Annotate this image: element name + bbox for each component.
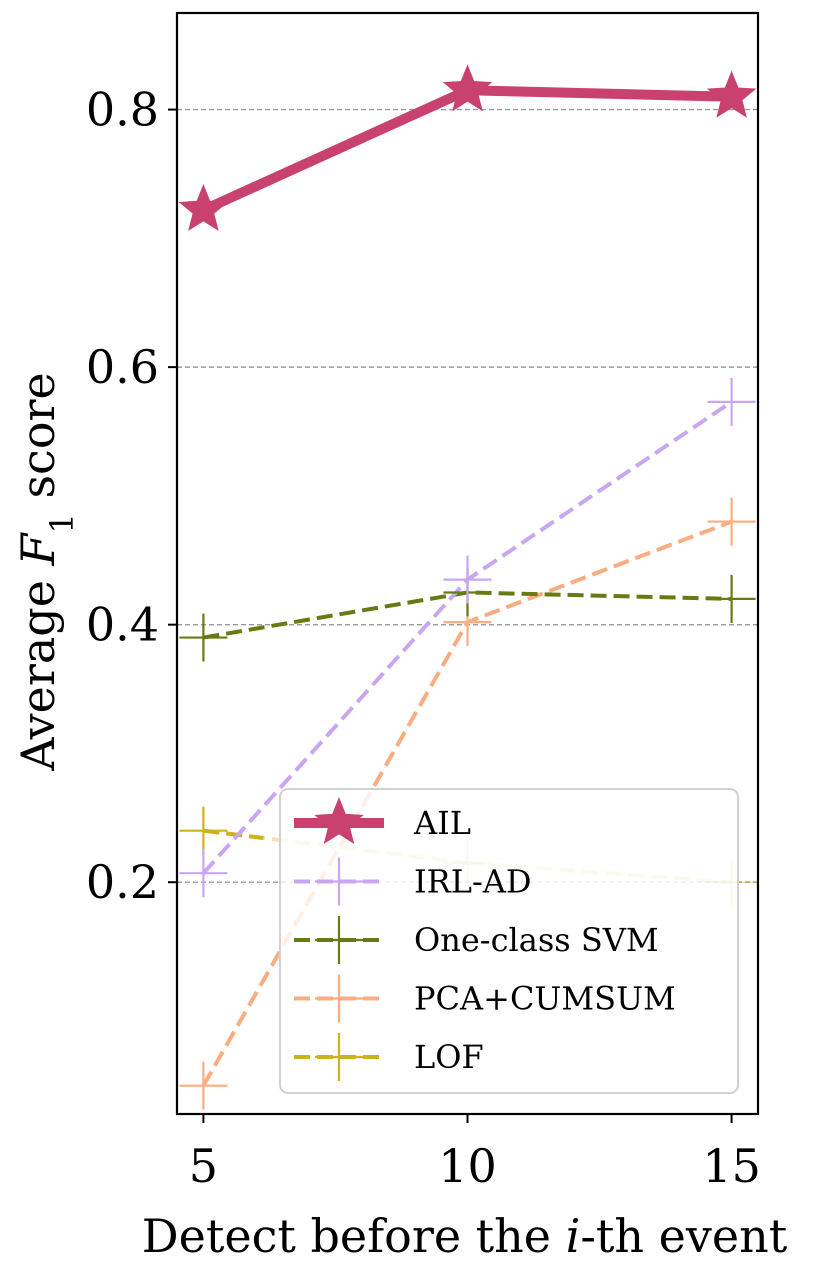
legend-label-pca-cumsum: PCA+CUMSUM (414, 980, 676, 1018)
y-axis-label-prefix: Average (11, 565, 65, 771)
marker-one-class-svm-x5 (179, 613, 228, 662)
marker-pca-cumsum-x5 (179, 1061, 228, 1110)
y-axis-label-variable: F (11, 531, 65, 566)
y-axis-ticks: 0.2 0.4 0.6 0.8 (86, 83, 177, 909)
legend-item-irl-ad: IRL-AD (294, 857, 532, 906)
legend-swatch-marker-ail (314, 796, 364, 845)
legend-item-lof: LOF (294, 1033, 484, 1081)
x-tick-label-10: 10 (438, 1139, 497, 1193)
marker-one-class-svm-x15 (707, 574, 756, 623)
legend-label-ail: AIL (413, 804, 471, 842)
legend-item-ail: AIL (294, 796, 471, 845)
legend-swatch-marker-pca-cumsum (315, 974, 363, 1023)
y-axis-label-subscript: 1 (43, 513, 81, 533)
x-axis-label-suffix: -th event (580, 1209, 787, 1263)
legend-label-lof: LOF (414, 1038, 484, 1076)
marker-lof-x5 (179, 806, 228, 855)
grid-lines (177, 108, 758, 883)
legend-item-one-class-svm: One-class SVM (294, 916, 659, 964)
x-axis-label-prefix: Detect before the (142, 1209, 566, 1263)
marker-irl-ad-x15 (707, 377, 756, 426)
marker-pca-cumsum-x15 (707, 497, 756, 546)
marker-ail-x5 (178, 183, 229, 232)
x-tick-label-15: 15 (702, 1139, 761, 1193)
marker-ail-x10 (442, 64, 493, 112)
y-tick-label-0.2: 0.2 (86, 855, 159, 909)
y-tick-label-0.6: 0.6 (86, 340, 159, 394)
x-axis-label: Detect before the i-th event (142, 1209, 788, 1263)
legend-swatch-marker-one-class-svm (315, 916, 363, 964)
y-axis-label: Average F1 score (11, 372, 81, 771)
marker-irl-ad-x5 (179, 849, 228, 898)
legend-swatch-marker-lof (315, 1033, 363, 1081)
marker-ail-x15 (706, 70, 757, 118)
series-line-lof-start (203, 828, 264, 841)
y-tick-label-0.4: 0.4 (86, 598, 159, 652)
y-tick-label-0.8: 0.8 (86, 83, 159, 137)
legend: AIL IRL-AD One-class SVM PCA+CUMSUM LOF (279, 788, 739, 1094)
x-axis-ticks: 5 10 15 (189, 1114, 761, 1193)
x-axis-label-variable: i (566, 1209, 581, 1263)
legend-item-pca-cumsum: PCA+CUMSUM (294, 974, 676, 1023)
marker-irl-ad-x10 (443, 555, 492, 604)
y-axis-label-suffix: score (11, 372, 65, 513)
series-line-ail (201, 85, 732, 215)
legend-label-one-class-svm: One-class SVM (414, 921, 659, 959)
legend-swatch-marker-irl-ad (315, 857, 363, 906)
legend-box (279, 788, 739, 1094)
legend-label-irl-ad: IRL-AD (414, 863, 532, 901)
x-tick-label-5: 5 (189, 1139, 218, 1193)
